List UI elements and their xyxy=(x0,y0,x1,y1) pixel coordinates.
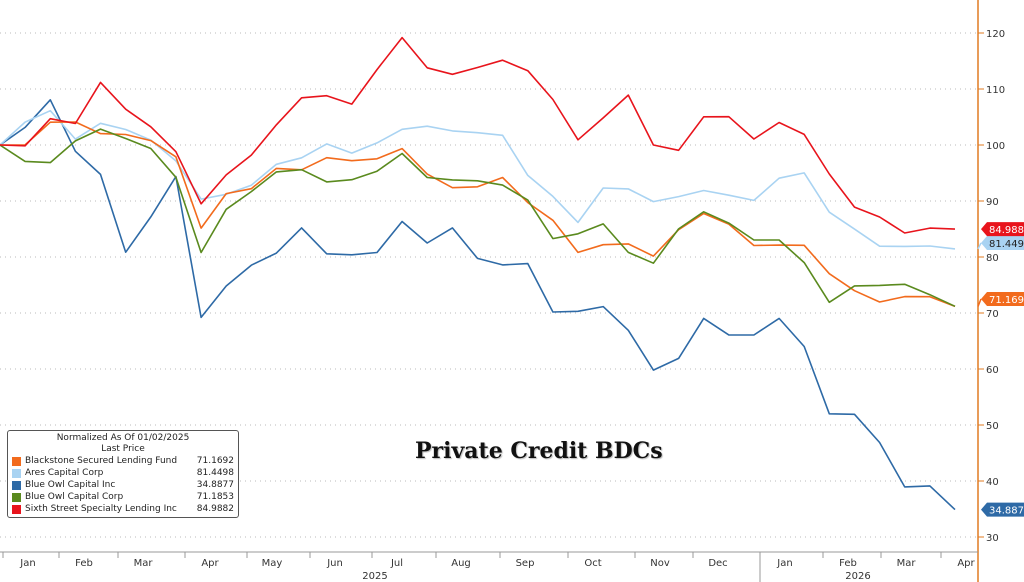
x-tick-label: Apr xyxy=(957,558,975,569)
legend-swatch xyxy=(12,504,21,514)
legend-item: Sixth Street Specialty Lending Inc 84.988… xyxy=(12,503,234,515)
y-tick-label: 90 xyxy=(986,197,999,208)
legend-swatch xyxy=(12,492,21,502)
series-line-4 xyxy=(0,36,956,234)
legend-subtitle: Last Price xyxy=(101,444,145,454)
legend-swatch xyxy=(12,468,21,478)
legend-value: 81.4498 xyxy=(196,468,234,478)
legend-value: 71.1853 xyxy=(196,492,234,502)
x-tick-label: Mar xyxy=(134,558,154,569)
x-tick-label: Oct xyxy=(584,558,601,569)
legend-item: Blue Owl Capital Inc 34.8877 xyxy=(12,479,234,491)
series-line-2 xyxy=(0,99,956,511)
last-value-connector xyxy=(977,298,982,307)
last-value-tag xyxy=(981,222,1024,237)
year-label: 2026 xyxy=(845,571,870,582)
series-line-0 xyxy=(0,121,956,308)
y-tick-label: 40 xyxy=(986,477,999,488)
x-tick-label: Mar xyxy=(897,558,917,569)
x-tick-label: Feb xyxy=(839,558,857,569)
last-value-connector xyxy=(977,242,982,250)
x-tick-label: May xyxy=(262,558,283,569)
legend-value: 71.1692 xyxy=(196,456,234,466)
x-tick-label: Jan xyxy=(776,558,792,569)
legend-title: Normalized As Of 01/02/2025 xyxy=(56,433,190,443)
legend-label: Sixth Street Specialty Lending Inc xyxy=(25,504,177,514)
y-tick-label: 60 xyxy=(986,365,999,376)
y-tick-label: 80 xyxy=(986,253,999,264)
x-tick-label: Aug xyxy=(451,558,471,569)
last-value-tag xyxy=(981,292,1024,306)
legend-label: Blue Owl Capital Inc xyxy=(25,480,116,490)
x-tick-label: Jan xyxy=(19,558,35,569)
legend-item: Blackstone Secured Lending Fund 71.1692 xyxy=(12,455,234,467)
y-tick-label: 30 xyxy=(986,533,999,544)
x-tick-label: Nov xyxy=(650,558,670,569)
x-tick-label: Jul xyxy=(390,558,403,569)
last-value-tag xyxy=(981,236,1024,250)
legend-label: Blue Owl Capital Corp xyxy=(25,492,124,502)
last-value-label: 81.4498 xyxy=(989,239,1024,250)
legend-label: Blackstone Secured Lending Fund xyxy=(25,456,178,466)
legend-value: 34.8877 xyxy=(196,480,234,490)
series-line-3 xyxy=(0,128,956,308)
y-tick-label: 100 xyxy=(986,141,1005,152)
legend-value: 84.9882 xyxy=(196,504,234,514)
chart-title: Private Credit BDCs xyxy=(415,438,663,464)
legend-item: Blue Owl Capital Corp 71.1853 xyxy=(12,491,234,503)
last-value-label: 34.8877 xyxy=(989,506,1024,517)
y-tick-label: 110 xyxy=(986,85,1005,96)
legend-label: Ares Capital Corp xyxy=(25,468,104,478)
x-tick-label: Apr xyxy=(201,558,219,569)
series-line-1 xyxy=(0,109,956,250)
x-tick-label: Feb xyxy=(75,558,93,569)
y-tick-label: 50 xyxy=(986,421,999,432)
legend: Normalized As Of 01/02/2025 Last Price B… xyxy=(7,430,239,518)
legend-swatch xyxy=(12,480,21,490)
legend-swatch xyxy=(12,456,21,466)
x-tick-label: Jun xyxy=(326,558,343,569)
legend-item: Ares Capital Corp 81.4498 xyxy=(12,467,234,479)
x-tick-label: Sep xyxy=(516,558,535,569)
y-tick-label: 70 xyxy=(986,309,999,320)
last-value-tag xyxy=(981,502,1024,517)
x-tick-label: Dec xyxy=(708,558,727,569)
y-tick-label: 120 xyxy=(986,29,1005,40)
year-label: 2025 xyxy=(362,571,387,582)
last-value-label: 71.1692 xyxy=(989,295,1024,306)
last-value-label: 84.9882 xyxy=(989,225,1024,236)
